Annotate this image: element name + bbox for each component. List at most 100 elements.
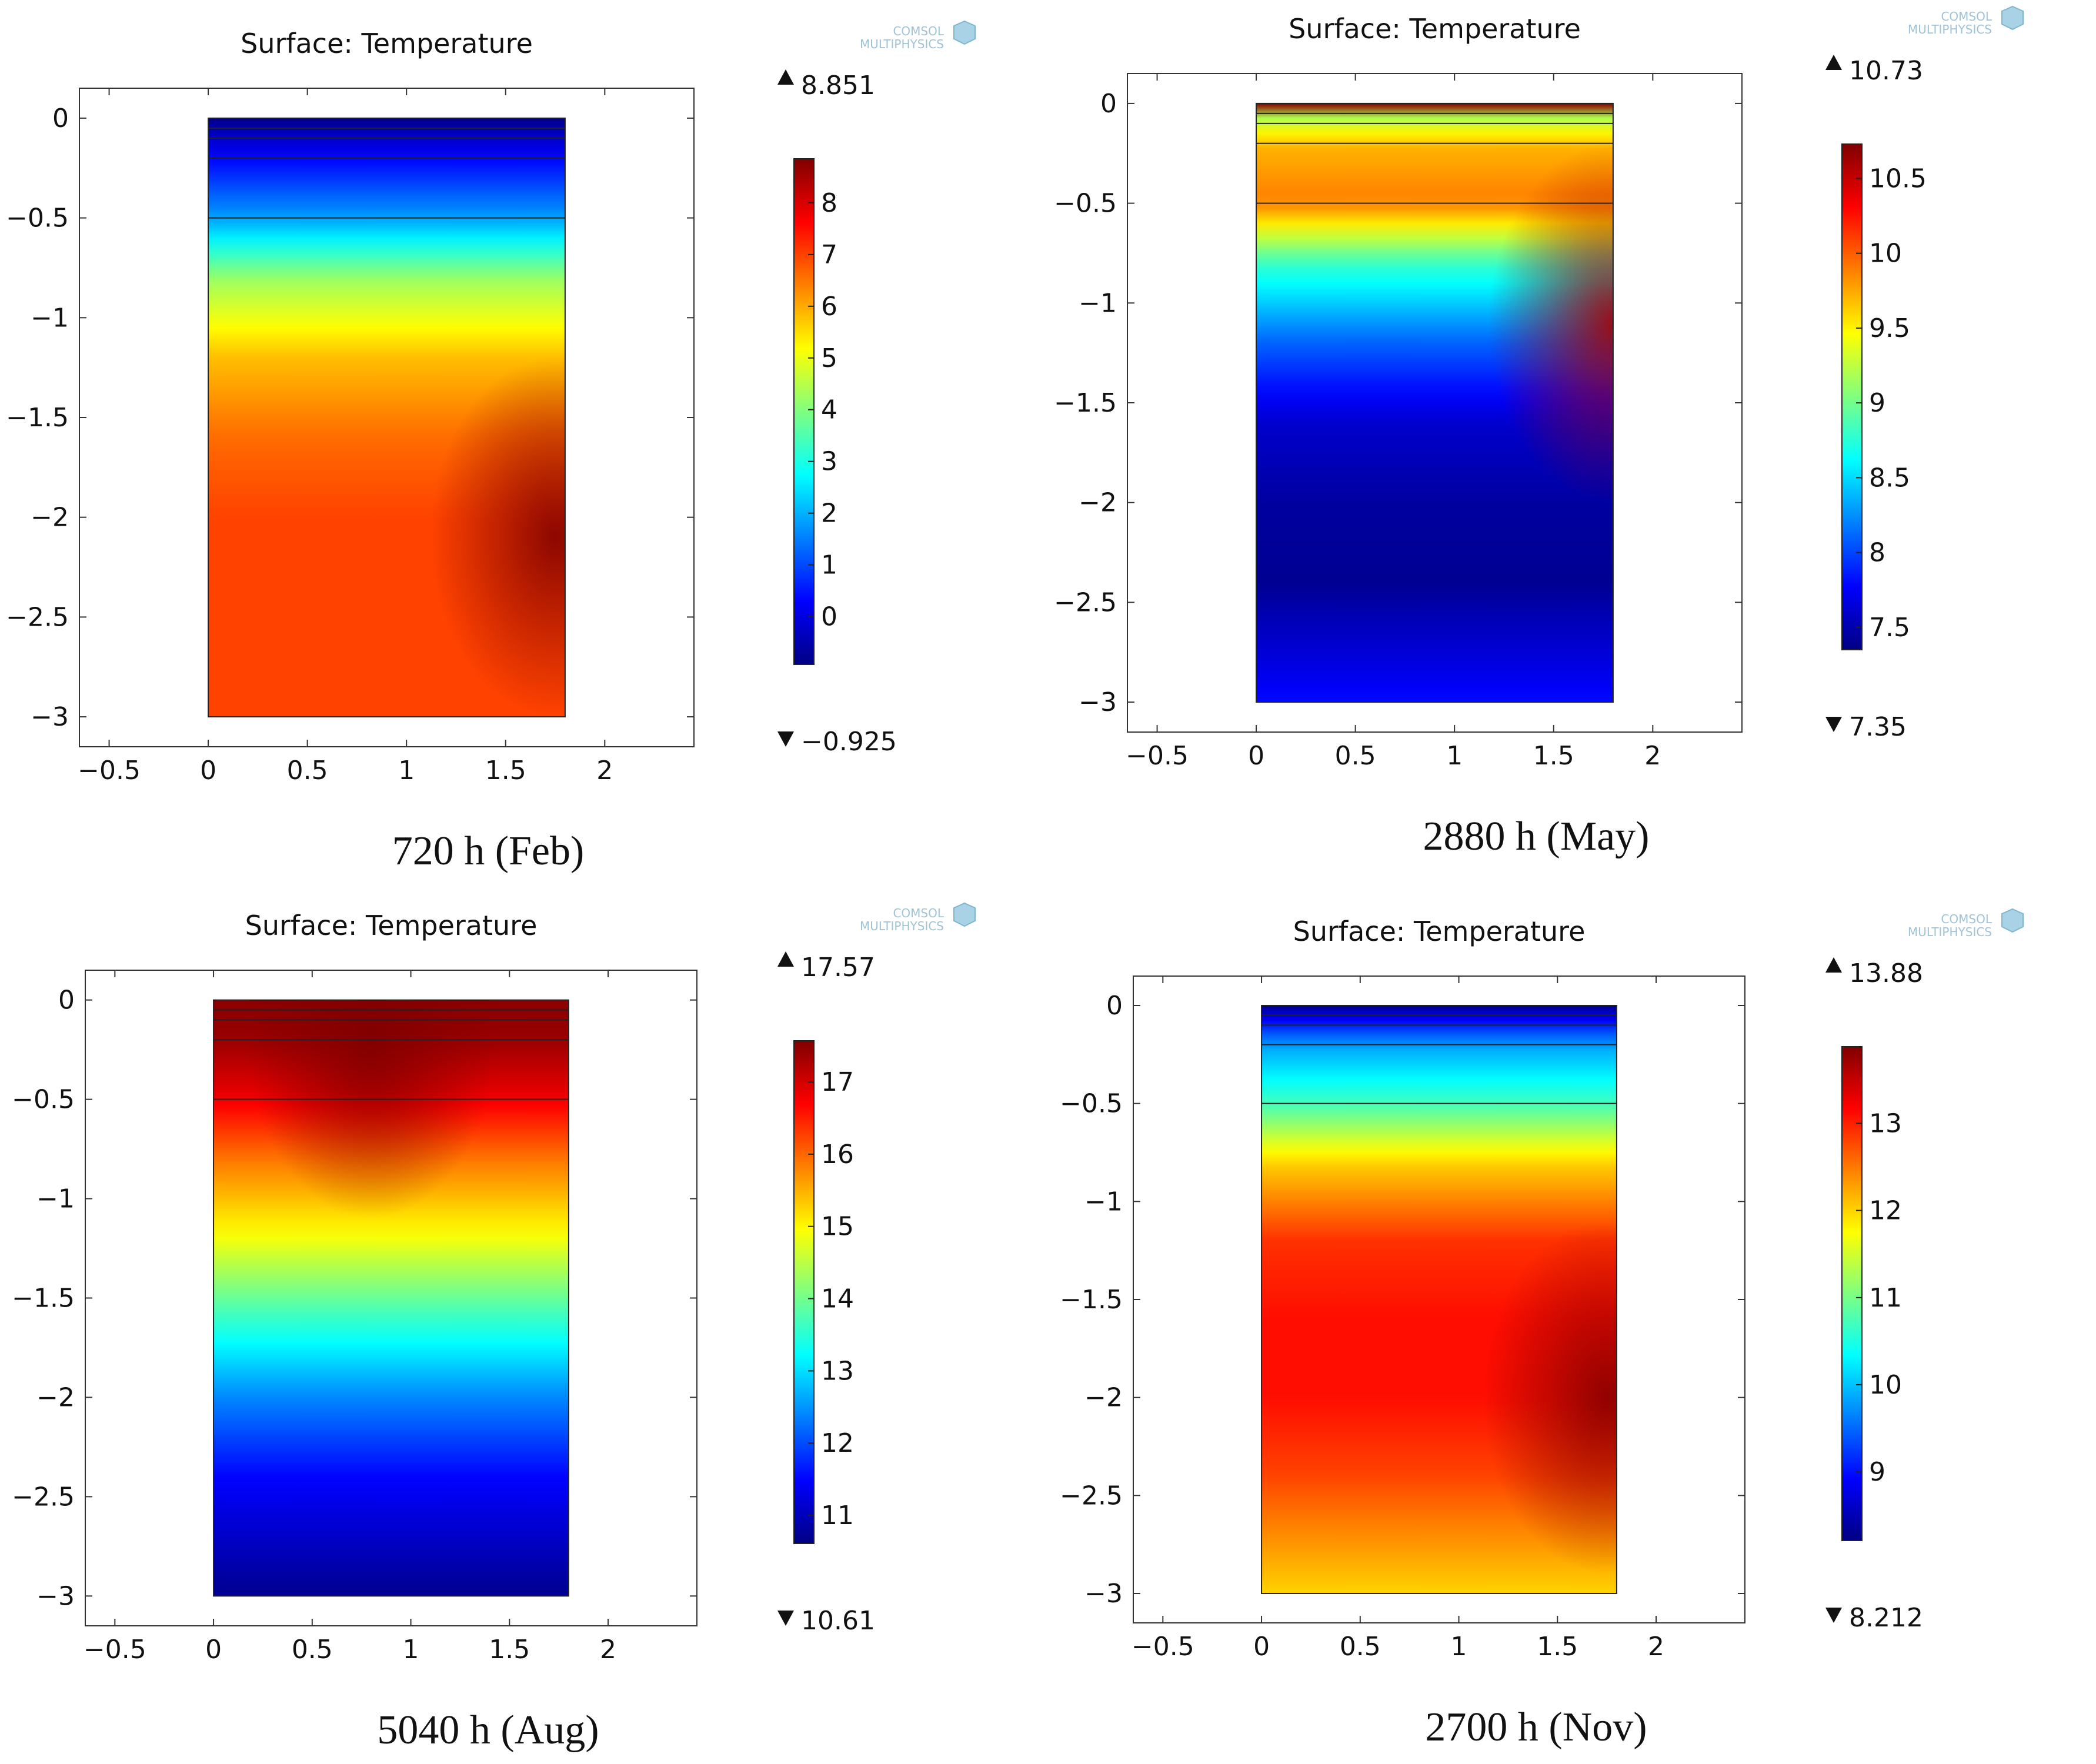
colorbar <box>793 1040 815 1544</box>
y-tick-label: −1 <box>36 1184 75 1214</box>
colorbar-tick-label: 11 <box>1869 1283 1902 1313</box>
chart-title: Surface: Temperature <box>245 910 538 941</box>
watermark-line1: COMSOL <box>1941 912 1992 926</box>
colorbar-tick-label: 10 <box>1869 1370 1902 1400</box>
colorbar-tick-label: 9.5 <box>1869 313 1910 343</box>
hotspot <box>1488 143 1613 503</box>
max-marker-icon <box>1825 957 1842 973</box>
y-tick-label: −2.5 <box>1060 1481 1123 1511</box>
hotspot <box>430 358 565 717</box>
watermark-line2: MULTIPHYSICS <box>860 919 944 933</box>
colorbar-tick-label: 17 <box>821 1067 854 1097</box>
x-tick-label: 1.5 <box>1537 1632 1578 1662</box>
hotspot <box>247 1000 496 1219</box>
y-tick-label: −2 <box>31 503 69 533</box>
max-marker-icon <box>777 69 794 85</box>
x-tick-label: 0 <box>200 756 216 786</box>
hotspot <box>1482 1221 1617 1574</box>
y-tick-label: −1.5 <box>12 1284 75 1314</box>
y-tick-label: −1.5 <box>1060 1285 1123 1315</box>
x-tick-label: 2 <box>596 756 613 786</box>
chart-feb: Surface: Temperature −0.5 0 0.5 1 1.5 2 0 −0.5 −1… <box>6 20 976 874</box>
x-tick-label: 0 <box>1248 741 1264 771</box>
x-tick-label: −0.5 <box>78 756 141 786</box>
colorbar-tick-label: 10 <box>1869 239 1902 269</box>
colorbar-tick-label: 12 <box>821 1428 854 1458</box>
min-marker-icon <box>777 1611 794 1626</box>
y-tick-label: −1 <box>1084 1187 1123 1217</box>
y-tick-label: −3 <box>1084 1579 1123 1609</box>
x-tick-label: 0.5 <box>1335 741 1376 771</box>
colorbar-tick-label: 2 <box>821 499 837 529</box>
domain-outline <box>1261 1005 1617 1594</box>
colorbar-tick-label: 6 <box>821 292 837 322</box>
colorbar <box>1841 143 1863 650</box>
colorbar-tick-label: 16 <box>821 1140 854 1170</box>
y-tick-label: 0 <box>1106 991 1123 1021</box>
panel-may: Surface: Temperature −0.5 0 0.5 1 1.5 2 0 −0.5 −1… <box>1048 0 2096 882</box>
colorbar-tick-label: 8 <box>821 188 837 218</box>
colorbar <box>793 158 815 665</box>
colorbar-tick-label: 11 <box>821 1501 854 1531</box>
x-tick-label: 2 <box>1644 741 1661 771</box>
x-tick-label: 0.5 <box>1340 1632 1381 1662</box>
y-tick-label: −1 <box>31 303 69 333</box>
domain-outline <box>213 999 569 1597</box>
colorbar-max-label: 10.73 <box>1849 56 1923 86</box>
panel-caption: 2880 h (May) <box>1423 814 1650 859</box>
x-tick-label: 1.5 <box>1533 741 1574 771</box>
x-tick-label: −0.5 <box>84 1635 146 1665</box>
x-tick-label: 1 <box>1446 741 1463 771</box>
y-tick-label: −2 <box>1084 1383 1123 1413</box>
colorbar-tick-label: 7.5 <box>1869 613 1910 643</box>
y-tick-label: −2.5 <box>6 602 69 632</box>
domain-outline <box>208 117 566 718</box>
x-tick-label: 1 <box>398 756 415 786</box>
chart-title: Surface: Temperature <box>241 28 533 59</box>
y-tick-label: 0 <box>52 103 69 133</box>
colorbar-tick-label: 12 <box>1869 1196 1902 1226</box>
colorbar-min-label: −0.925 <box>801 727 897 757</box>
colorbar-tick-label: 3 <box>821 447 837 477</box>
x-tick-label: 1 <box>1451 1632 1467 1662</box>
colorbar-tick-label: 8.5 <box>1869 463 1910 493</box>
watermark-line2: MULTIPHYSICS <box>1908 22 1992 36</box>
y-tick-label: −1.5 <box>6 403 69 433</box>
y-tick-label: −2.5 <box>12 1482 75 1512</box>
comsol-cube-icon <box>2001 5 2024 31</box>
x-tick-label: 0 <box>205 1635 222 1665</box>
y-tick-label: −0.5 <box>12 1085 75 1115</box>
panel-feb: Surface: Temperature −0.5 0 0.5 1 1.5 2 0 −0.5 −1… <box>0 0 1048 882</box>
colorbar-tick-label: 0 <box>821 602 837 632</box>
max-marker-icon <box>777 951 794 967</box>
comsol-cube-icon <box>953 902 976 927</box>
panel-caption: 2700 h (Nov) <box>1425 1705 1647 1750</box>
max-marker-icon <box>1825 55 1842 70</box>
y-tick-label: −1.5 <box>1054 388 1117 418</box>
watermark-line2: MULTIPHYSICS <box>860 37 944 51</box>
y-tick-label: 0 <box>1100 89 1117 119</box>
colorbar-max-label: 17.57 <box>801 953 875 983</box>
colorbar-tick-label: 13 <box>1869 1108 1902 1138</box>
colorbar-min-label: 10.61 <box>801 1606 875 1636</box>
x-tick-label: 0.5 <box>292 1635 333 1665</box>
chart-aug: Surface: Temperature −0.5 0 0.5 1 1.5 2 0 −0.5 −1… <box>12 902 976 1753</box>
y-tick-label: −0.5 <box>1060 1089 1123 1119</box>
colorbar-tick-label: 9 <box>1869 388 1885 418</box>
chart-title: Surface: Temperature <box>1293 916 1586 947</box>
colorbar-max-label: 8.851 <box>801 71 875 101</box>
y-tick-label: −1 <box>1079 288 1117 318</box>
x-tick-label: 2 <box>600 1635 616 1665</box>
min-marker-icon <box>777 731 794 747</box>
colorbar-tick-label: 14 <box>821 1284 854 1314</box>
min-marker-icon <box>1825 717 1842 732</box>
chart-may: Surface: Temperature −0.5 0 0.5 1 1.5 2 0 −0.5 −1… <box>1054 5 2024 859</box>
colorbar-tick-label: 13 <box>821 1356 854 1386</box>
colorbar-tick-label: 4 <box>821 395 837 425</box>
watermark-line1: COMSOL <box>1941 9 1992 24</box>
colorbar-tick-label: 8 <box>1869 538 1885 568</box>
y-tick-label: −0.5 <box>1054 189 1117 219</box>
